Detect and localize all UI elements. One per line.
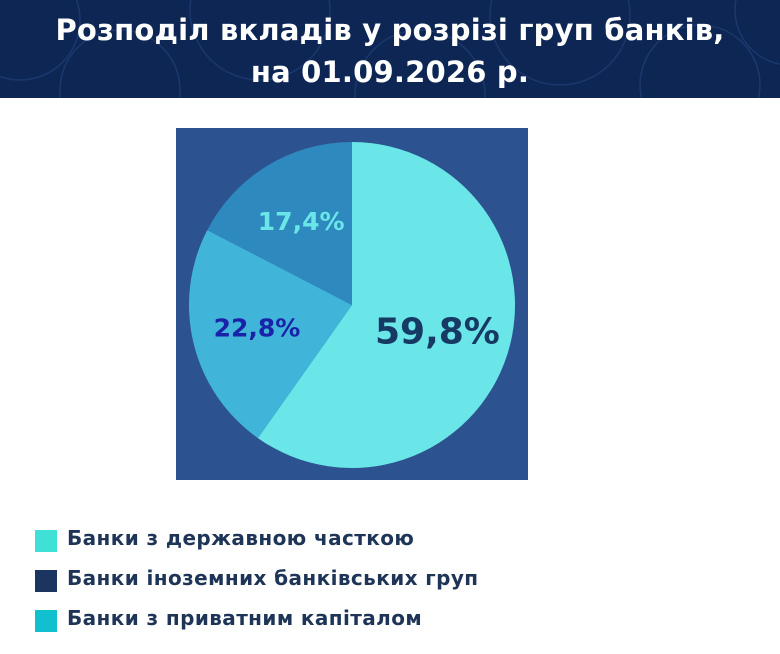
legend-label-private: Банки з приватним капіталом [67,606,423,630]
pie-label-state: 59,8% [375,312,500,353]
legend-swatch-foreign [35,570,57,592]
pie-label-foreign: 17,4% [258,207,345,236]
pie-slice-state [257,142,515,468]
header-pattern [0,0,780,98]
chart-title: Розподіл вкладів у розрізі груп банків, … [0,9,780,93]
pie-slice-foreign [207,142,352,305]
legend-label-foreign: Банки іноземних банківських груп [67,566,479,590]
legend-swatch-state [35,530,57,552]
pie-label-private: 22,8% [214,314,301,343]
header-banner: Розподіл вкладів у розрізі груп банків, … [0,0,780,98]
legend-swatch-private [35,610,57,632]
title-line-1: Розподіл вкладів у розрізі груп банків, [55,13,725,47]
legend-label-state: Банки з державною часткою [67,526,415,550]
title-line-2: на 01.09.2026 р. [250,55,530,89]
pie-slice-private [189,230,352,439]
pie-chart: 59,8% 22,8% 17,4% [189,142,515,468]
pie-chart-panel: 59,8% 22,8% 17,4% [176,128,528,480]
